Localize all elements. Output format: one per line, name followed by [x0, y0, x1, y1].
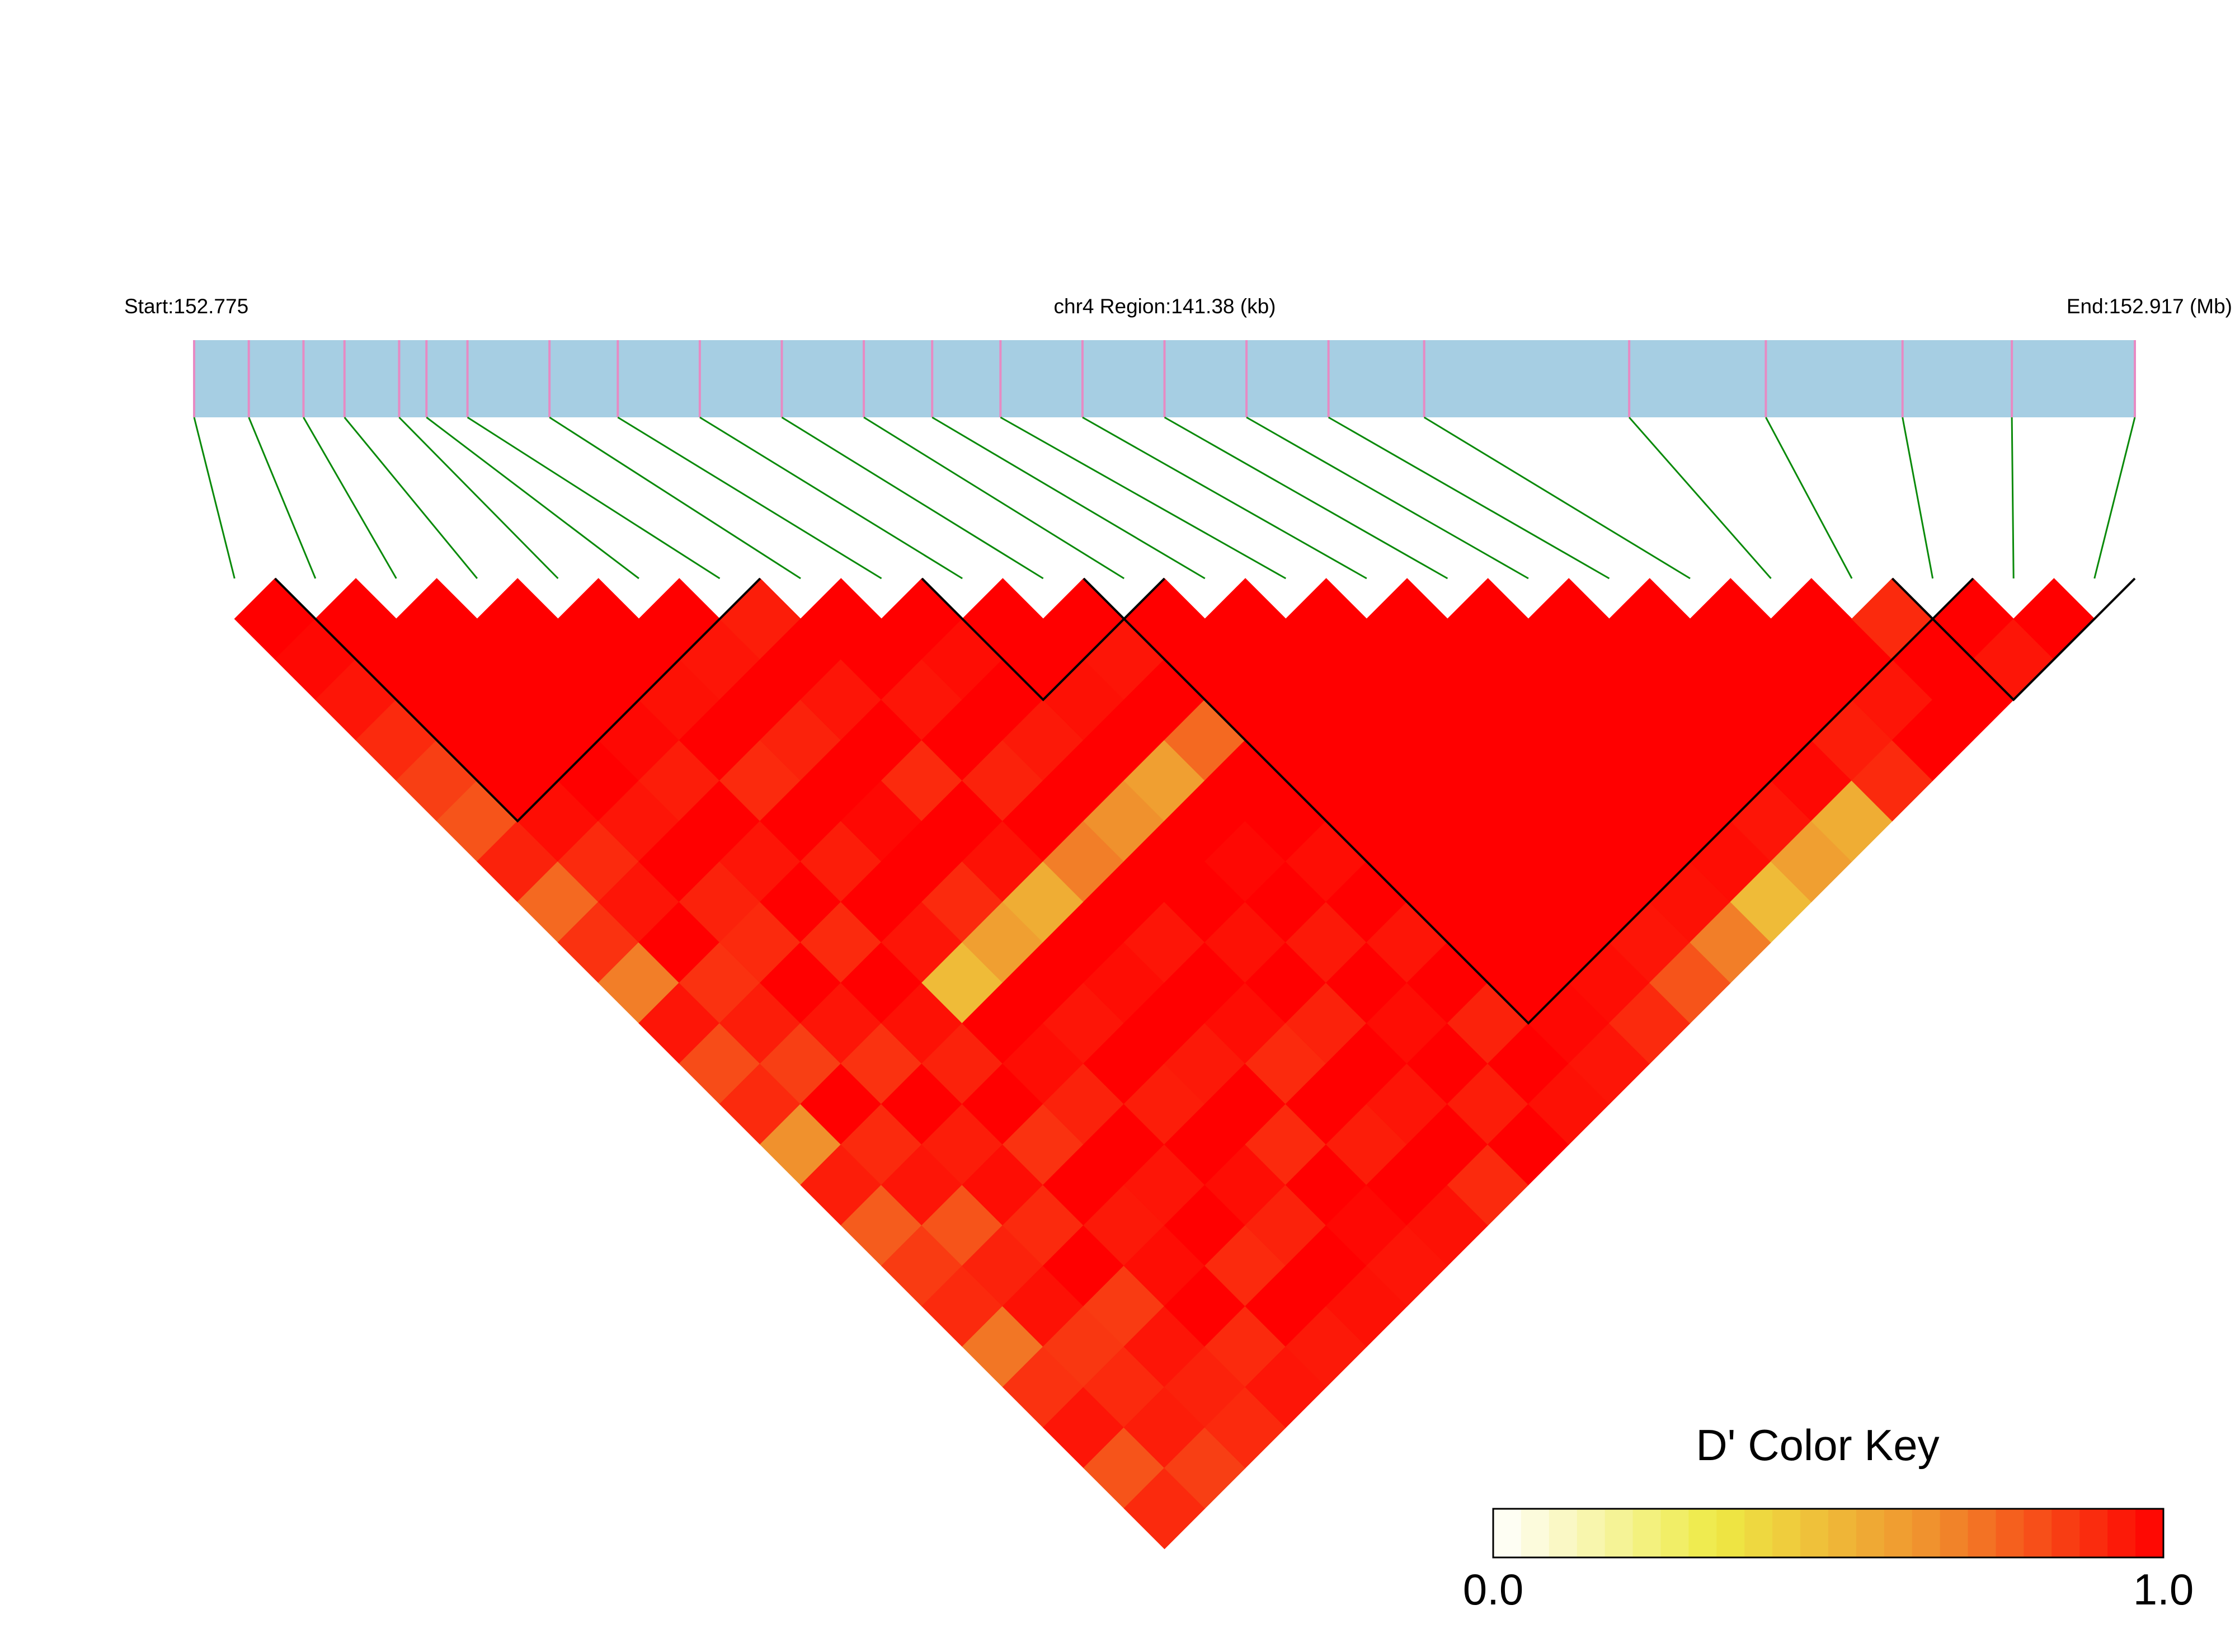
snp-link [617, 416, 882, 580]
colorbar-segment [1968, 1509, 1997, 1557]
snp-link [781, 416, 1044, 580]
snp-link [1000, 416, 1287, 580]
colorbar-segment [1632, 1509, 1662, 1557]
colorbar-segment [1828, 1509, 1857, 1557]
snp-link [699, 416, 963, 580]
snp-link [1246, 416, 1529, 580]
colorbar-tick-label: 1.0 [2133, 1565, 2194, 1614]
snp-link [1082, 416, 1367, 580]
snp-link [1902, 417, 1934, 579]
end-label: End:152.917 (Mb) [2067, 295, 2232, 318]
ld-block [1891, 577, 2136, 702]
snp-link [303, 417, 397, 579]
colorbar-segment [1856, 1509, 1885, 1557]
colorbar-segment [1744, 1509, 1773, 1557]
snp-link [193, 417, 236, 579]
snp-link [863, 416, 1125, 580]
colorbar-segment [1688, 1509, 1718, 1557]
colorbar-segment [1716, 1509, 1745, 1557]
colorbar-segment [2052, 1509, 2081, 1557]
colorbar-segment [1493, 1509, 1522, 1557]
region-label: chr4 Region:141.38 (kb) [1054, 295, 1276, 318]
snp-link [1328, 416, 1610, 580]
snp-link [2093, 417, 2136, 579]
colorbar-frame [1492, 1508, 2165, 1559]
colorbar-segment [1605, 1509, 1634, 1557]
snp-link [426, 416, 639, 580]
snp-link [1164, 416, 1448, 580]
colorbar-title: D' Color Key [1696, 1420, 1939, 1470]
snp-link [549, 416, 801, 580]
colorbar-segment [1912, 1509, 1941, 1557]
colorbar-segment [2107, 1509, 2137, 1557]
colorbar-tick-label: 0.0 [1463, 1565, 1523, 1614]
colorbar-segment [1577, 1509, 1606, 1557]
snp-link [2011, 417, 2015, 579]
colorbar-segment [1521, 1509, 1550, 1557]
colorbar-segment [1800, 1509, 1829, 1557]
colorbar-segment [1549, 1509, 1578, 1557]
snp-link [931, 416, 1206, 580]
snp-link [467, 416, 721, 580]
colorbar-segment [2135, 1509, 2164, 1557]
colorbar-segment [1772, 1509, 1801, 1557]
colorbar-segment [2024, 1509, 2053, 1557]
snp-link [1423, 416, 1691, 580]
colorbar-segment [1660, 1509, 1690, 1557]
colorbar-segment [2079, 1509, 2109, 1557]
snp-link [1628, 417, 1772, 579]
snp-link [1765, 417, 1853, 579]
colorbar-segment [1884, 1509, 1913, 1557]
colorbar-segment [1996, 1509, 2025, 1557]
ld-block [1083, 577, 1974, 1025]
snp-link [344, 417, 478, 579]
start-label: Start:152.775 [124, 295, 248, 318]
snp-link [398, 416, 559, 580]
ld-block [274, 577, 761, 823]
colorbar-segment [1940, 1509, 1969, 1557]
snp-link [248, 417, 317, 579]
